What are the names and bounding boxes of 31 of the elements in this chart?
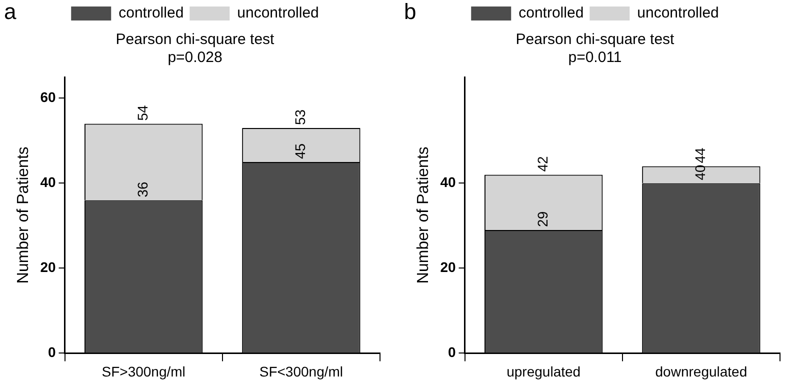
y-tick-label: 40 (40, 174, 56, 190)
data-label: 29 (534, 211, 550, 227)
chart-title: b (404, 0, 416, 24)
y-axis-title: Number of Patients (415, 146, 432, 284)
legend-label: controlled (518, 4, 584, 22)
total-label: 44 (692, 147, 708, 164)
y-tick-label: 40 (440, 174, 456, 190)
total-label: 42 (534, 156, 550, 172)
y-axis-title: Number of Patients (15, 146, 32, 284)
text: Pearson chi-square test (116, 31, 276, 48)
total-label: 54 (134, 104, 150, 121)
text: p=0.011 (568, 49, 622, 66)
y-tick-label: 20 (40, 259, 56, 276)
data-label: 40 (692, 164, 708, 180)
y-tick-label: 0 (48, 344, 56, 360)
data-label: 45 (292, 143, 308, 159)
text: p=0.028 (168, 49, 222, 66)
x-tick-label: upregulated (506, 363, 581, 380)
chart-title: a (4, 0, 17, 24)
x-tick-label: SF<300ng/ml (259, 363, 344, 380)
y-tick-label: 60 (40, 89, 56, 106)
data-label: 36 (134, 181, 150, 198)
legend-label: controlled (118, 4, 184, 22)
legend-label: uncontrolled (237, 4, 319, 22)
y-tick-label: 0 (448, 344, 456, 360)
y-tick-label: 20 (440, 259, 456, 276)
x-tick-label: downregulated (655, 363, 748, 380)
x-tick-label: SF>300ng/ml (102, 363, 186, 380)
total-label: 53 (292, 109, 308, 125)
text: Pearson chi-square test (516, 31, 676, 48)
legend-label: uncontrolled (637, 4, 719, 22)
